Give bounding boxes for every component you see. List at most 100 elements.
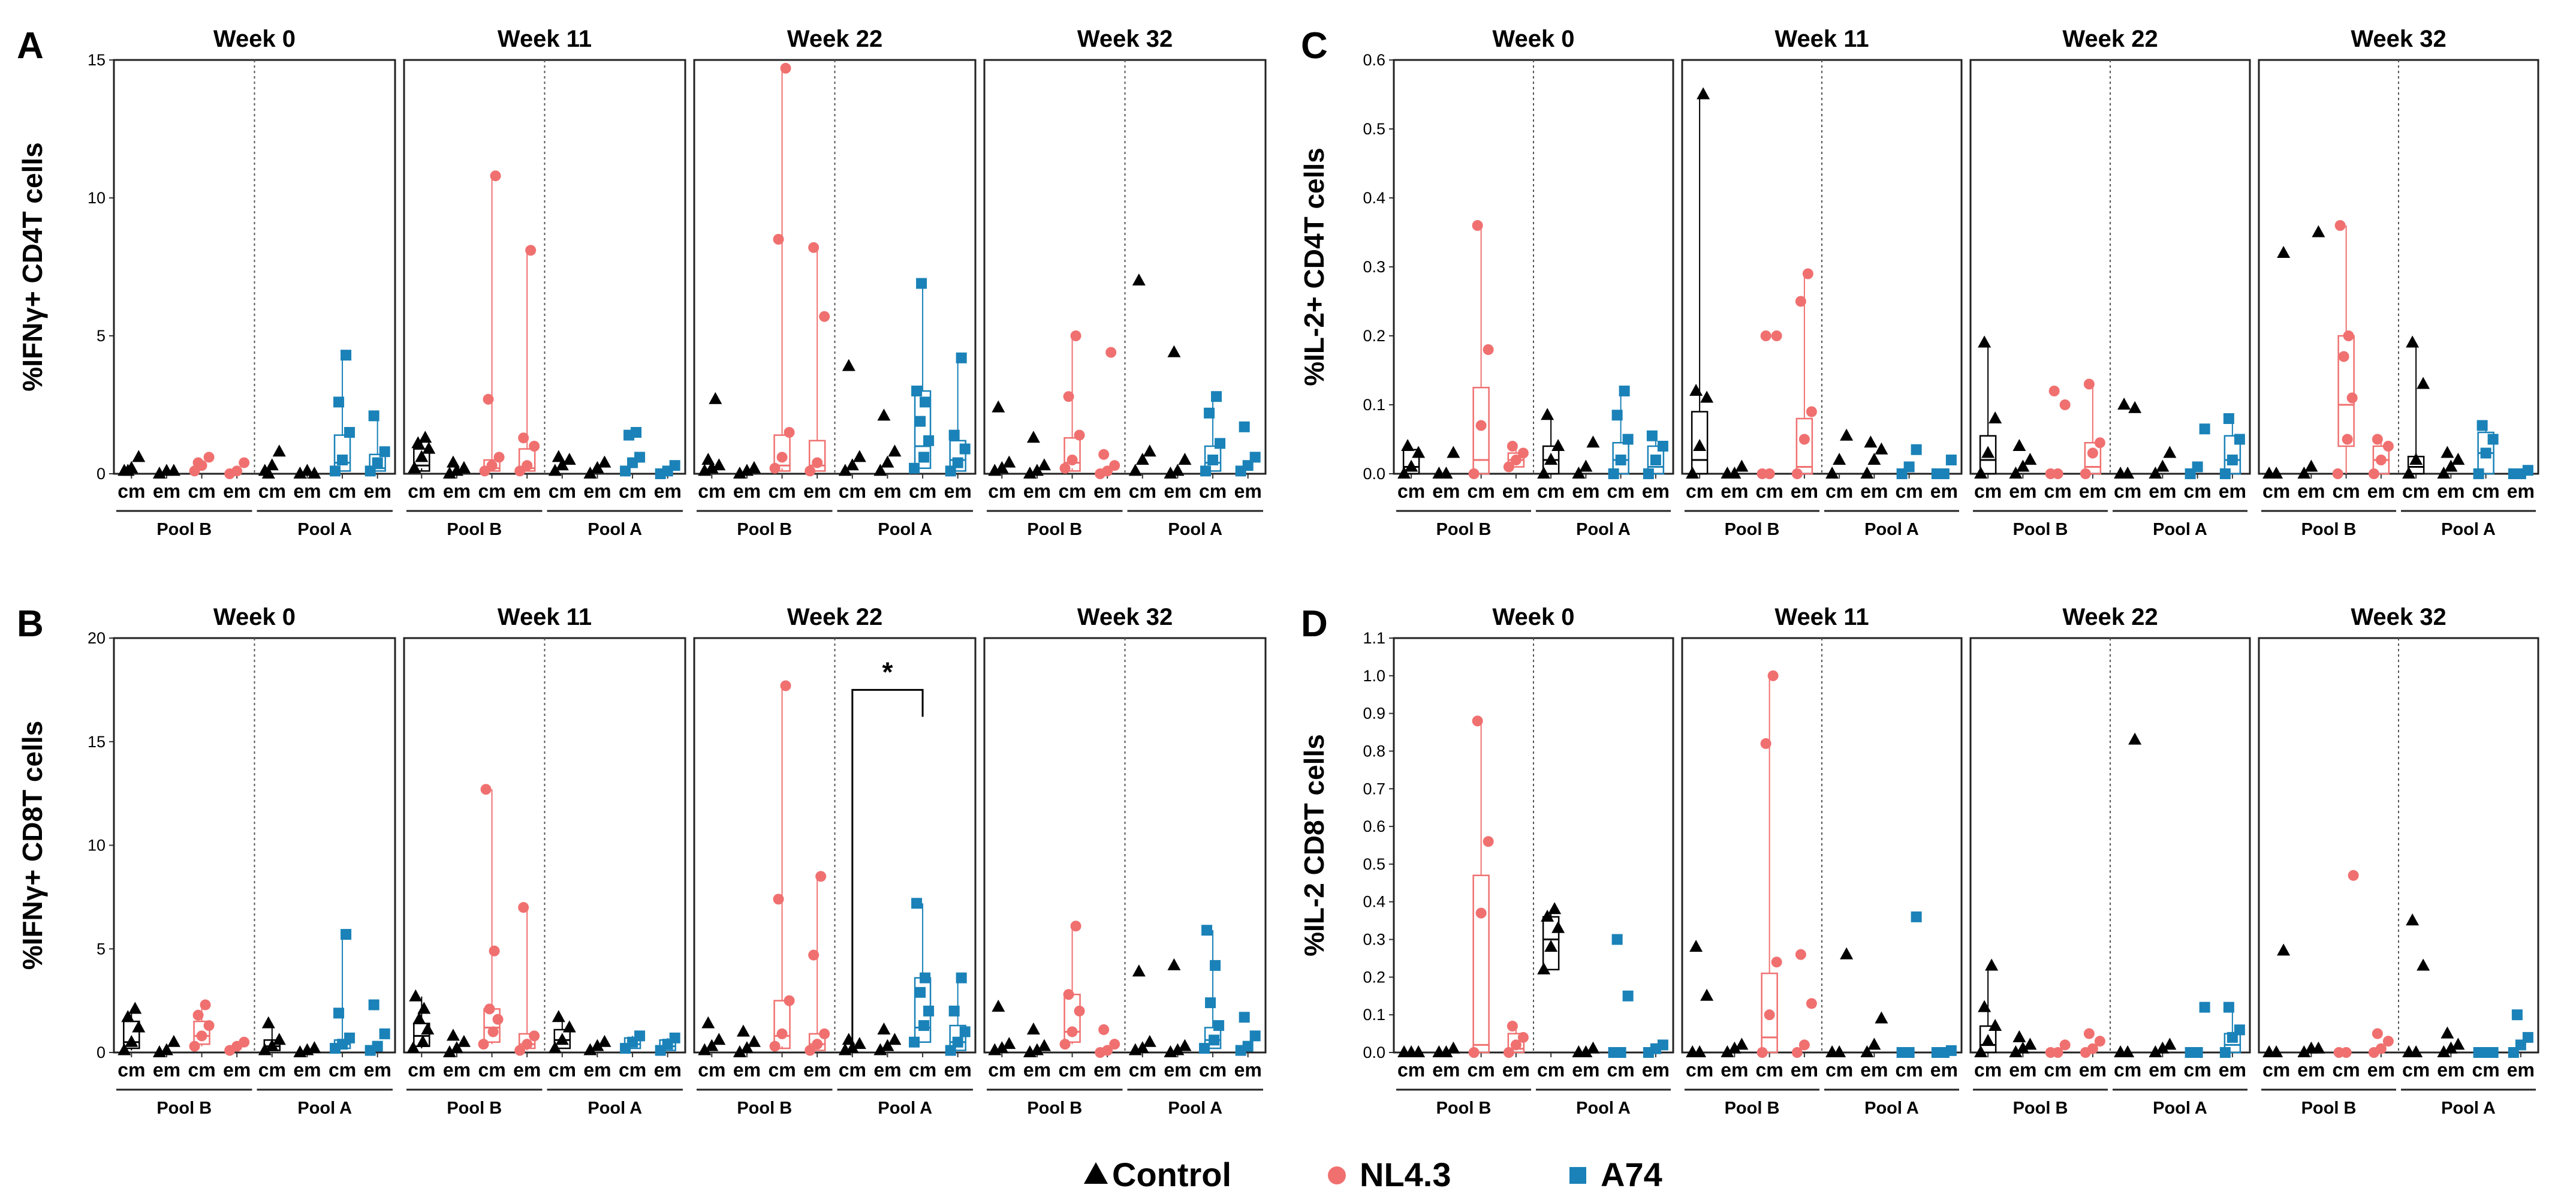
x-tick-label: cm [188, 1059, 215, 1081]
data-point [1686, 467, 1700, 479]
data-point [1401, 439, 1415, 451]
box [1507, 1033, 1525, 1054]
data-point [239, 1036, 250, 1048]
data-point [2342, 434, 2353, 445]
x-tick-label: em [1860, 480, 1888, 502]
data-point [808, 949, 820, 961]
data-point [2343, 330, 2354, 341]
data-point [2409, 1045, 2423, 1057]
data-point [1657, 441, 1668, 452]
data-point [1483, 836, 1494, 847]
y-tick-label: 15 [88, 733, 106, 751]
data-point [2480, 447, 2491, 459]
data-point [480, 784, 492, 795]
x-tick-label: em [2009, 1059, 2036, 1081]
data-point [1903, 1047, 1915, 1058]
data-point [2149, 1045, 2162, 1057]
x-tick-label: em [1432, 480, 1460, 502]
group-control-cm [1537, 902, 1565, 975]
data-point [1510, 455, 1522, 465]
x-tick-label: em [153, 480, 180, 502]
x-tick-label: cm [839, 1059, 866, 1081]
data-point [881, 1039, 894, 1051]
x-tick-label: em [2009, 480, 2036, 502]
x-tick-label: em [293, 480, 321, 502]
y-tick-label: 0.6 [1363, 51, 1385, 69]
data-point [776, 452, 788, 463]
x-tick-label: em [2437, 480, 2464, 502]
data-point [780, 680, 791, 691]
facet-frame [403, 59, 686, 475]
x-tick-label: em [1023, 480, 1051, 502]
x-tick-label: em [2437, 1059, 2464, 1081]
pool-label: Pool B [1027, 520, 1082, 539]
y-tick-label: 10 [88, 837, 106, 855]
data-point [1109, 460, 1120, 471]
data-point [1756, 1047, 1768, 1058]
y-axis-label: %IFNγ+ CD8T cells [17, 721, 48, 970]
data-point [2348, 870, 2359, 881]
y-axis-label: %IL-2+ CD4T cells [1298, 148, 1330, 386]
group-control-cm [117, 1002, 146, 1055]
x-tick-label: em [443, 1059, 471, 1081]
x-tick-label: cm [1896, 1059, 1923, 1081]
data-point [845, 458, 859, 471]
data-point [518, 902, 529, 913]
group-control-cm [988, 400, 1016, 476]
data-point [945, 1045, 956, 1056]
data-point [2087, 447, 2098, 459]
data-point [736, 1024, 750, 1037]
pool-label: Pool B [1436, 520, 1492, 539]
legend-marker [1328, 1166, 1346, 1184]
data-point [1798, 434, 1810, 445]
x-tick-label: cm [408, 1059, 435, 1081]
data-point [712, 1033, 726, 1045]
facet-title: Week 22 [2062, 26, 2158, 52]
box [1647, 445, 1665, 475]
group-control-cm [2114, 398, 2142, 479]
data-point [920, 396, 931, 408]
group-control-cm [1537, 408, 1565, 479]
data-point [952, 1036, 963, 1048]
x-tick-label: cm [1896, 480, 1923, 502]
pool-label: Pool B [156, 1099, 212, 1118]
legend-item-a74: A74 [1569, 1156, 1662, 1193]
data-point [522, 460, 533, 471]
box [1472, 387, 1490, 475]
x-tick-label: cm [1199, 480, 1227, 502]
x-tick-label: em [2367, 480, 2395, 502]
data-point [379, 1028, 390, 1039]
pool-label: Pool A [2441, 520, 2496, 539]
data-point [2012, 439, 2026, 451]
data-point [2219, 1047, 2231, 1058]
y-tick-label: 0.3 [1363, 931, 1385, 949]
x-tick-label: em [513, 480, 541, 502]
x-tick-label: cm [2333, 480, 2360, 502]
data-point [1472, 220, 1483, 231]
panel-letter: D [1301, 603, 1328, 645]
x-tick-label: em [1432, 1059, 1460, 1081]
data-point [956, 352, 967, 363]
data-point [911, 386, 923, 396]
data-point [2437, 1045, 2451, 1057]
data-point [1806, 998, 1817, 1009]
group-nl43-cm [1756, 330, 1782, 479]
data-point [1439, 1045, 1453, 1057]
box [483, 459, 501, 472]
data-point [2094, 437, 2105, 449]
group-a74-cm [2185, 1002, 2210, 1058]
data-point [2199, 1002, 2210, 1013]
data-point [2487, 1047, 2499, 1058]
x-tick-label: em [2297, 1059, 2325, 1081]
data-point [1798, 1039, 1810, 1051]
group-nl43-em [514, 245, 540, 477]
group-control-cm [408, 431, 436, 473]
group-nl43-cm [1468, 715, 1494, 1058]
box [773, 1000, 791, 1049]
data-point [2156, 459, 2170, 472]
data-point [522, 1039, 533, 1050]
x-tick-label: cm [2402, 480, 2430, 502]
pool-label: Pool A [1576, 1099, 1631, 1118]
